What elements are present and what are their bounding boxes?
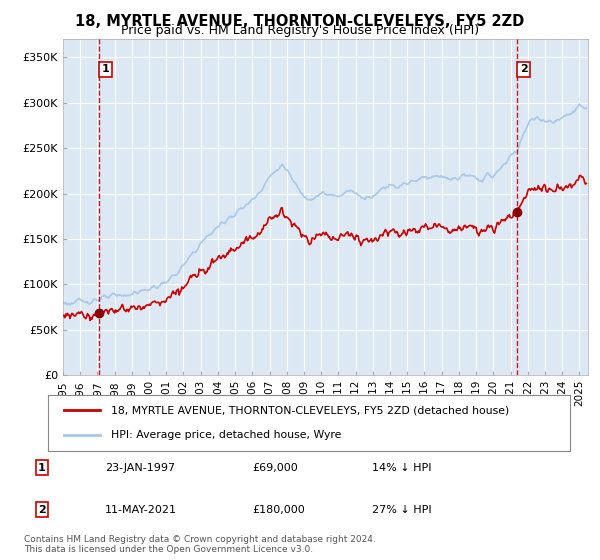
Text: 2: 2: [38, 505, 46, 515]
Text: 18, MYRTLE AVENUE, THORNTON-CLEVELEYS, FY5 2ZD: 18, MYRTLE AVENUE, THORNTON-CLEVELEYS, F…: [76, 14, 524, 29]
Text: 14% ↓ HPI: 14% ↓ HPI: [372, 463, 431, 473]
Text: Contains HM Land Registry data © Crown copyright and database right 2024.
This d: Contains HM Land Registry data © Crown c…: [24, 535, 376, 554]
Text: 11-MAY-2021: 11-MAY-2021: [105, 505, 177, 515]
Text: 1: 1: [101, 64, 109, 74]
Text: 2: 2: [520, 64, 527, 74]
Text: Price paid vs. HM Land Registry's House Price Index (HPI): Price paid vs. HM Land Registry's House …: [121, 24, 479, 37]
Text: 1: 1: [38, 463, 46, 473]
Text: £180,000: £180,000: [252, 505, 305, 515]
Text: HPI: Average price, detached house, Wyre: HPI: Average price, detached house, Wyre: [110, 430, 341, 440]
Text: 27% ↓ HPI: 27% ↓ HPI: [372, 505, 431, 515]
Text: 18, MYRTLE AVENUE, THORNTON-CLEVELEYS, FY5 2ZD (detached house): 18, MYRTLE AVENUE, THORNTON-CLEVELEYS, F…: [110, 405, 509, 416]
Text: £69,000: £69,000: [252, 463, 298, 473]
Text: 23-JAN-1997: 23-JAN-1997: [105, 463, 175, 473]
